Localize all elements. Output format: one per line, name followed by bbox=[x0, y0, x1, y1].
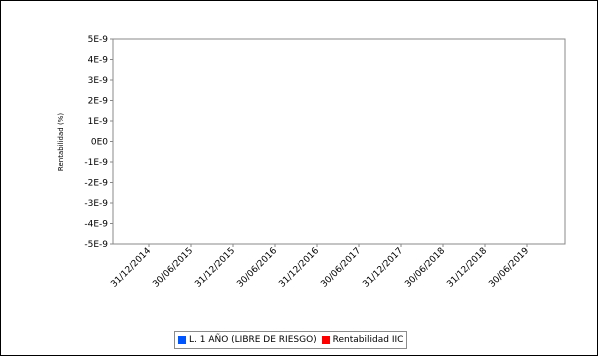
x-tick-label: 30/06/2018 bbox=[403, 246, 447, 290]
legend-label-iic: Rentabilidad IIC bbox=[332, 335, 404, 345]
y-tick-label: 5E-9 bbox=[88, 35, 109, 45]
y-tick-label: -5E-9 bbox=[84, 240, 108, 250]
y-tick-label: 4E-9 bbox=[88, 56, 109, 66]
plot-area bbox=[112, 38, 566, 245]
y-tick-label: -2E-9 bbox=[84, 179, 108, 189]
x-tick-label: 31/12/2017 bbox=[361, 246, 405, 290]
x-tick-label: 30/06/2019 bbox=[487, 246, 531, 290]
x-tick-label: 31/12/2014 bbox=[109, 246, 153, 290]
x-tick-label: 31/12/2016 bbox=[277, 246, 321, 290]
legend-label-risk-free: L. 1 AÑO (LIBRE DE RIESGO) bbox=[189, 335, 317, 345]
x-tick-label: 30/06/2016 bbox=[235, 246, 279, 290]
y-tick-label: -3E-9 bbox=[84, 199, 108, 209]
legend-swatch-iic bbox=[321, 336, 330, 344]
legend-item-risk-free: L. 1 AÑO (LIBRE DE RIESGO) bbox=[178, 335, 317, 345]
y-tick-label: -1E-9 bbox=[84, 158, 108, 168]
y-tick-label: 0E0 bbox=[91, 138, 108, 148]
y-tick-label: 1E-9 bbox=[88, 117, 109, 127]
x-tick-label: 30/06/2017 bbox=[319, 246, 363, 290]
y-tick-label: 2E-9 bbox=[88, 97, 109, 107]
x-tick-label: 31/12/2018 bbox=[445, 246, 489, 290]
y-axis-ticks: 5E-9 4E-9 3E-9 2E-9 1E-9 0E0 -1E-9 -2E-9 -3E-9 -4… bbox=[84, 35, 113, 250]
x-tick-label: 31/12/2015 bbox=[193, 246, 237, 290]
legend: L. 1 AÑO (LIBRE DE RIESGO) Rentabilidad … bbox=[174, 331, 408, 349]
x-axis-ticks: 31/12/201430/06/201531/12/201530/06/2016… bbox=[109, 244, 531, 290]
x-tick-label: 30/06/2015 bbox=[151, 246, 195, 290]
y-axis-label: Rentabilidad (%) bbox=[57, 113, 65, 171]
y-tick-label: -4E-9 bbox=[84, 220, 108, 230]
legend-swatch-risk-free bbox=[178, 336, 186, 344]
y-tick-label: 3E-9 bbox=[88, 76, 109, 86]
legend-item-iic: Rentabilidad IIC bbox=[321, 335, 404, 345]
